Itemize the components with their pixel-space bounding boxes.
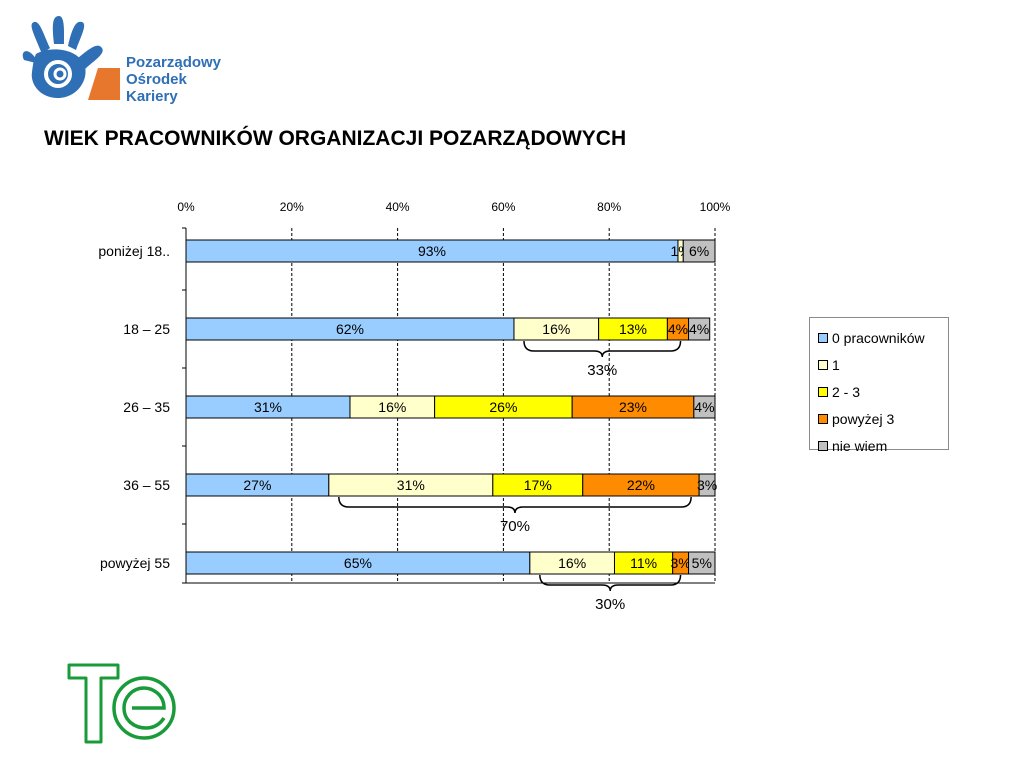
x-tick-label: 0% [177,200,195,214]
annotation-label: 33% [587,362,617,379]
bar-segment [688,551,716,575]
legend-swatch [818,332,828,343]
legend-label: 1 [832,356,840,373]
data-label: 3% [670,555,690,571]
data-label: 22% [627,477,655,493]
annotation-brace [539,574,682,592]
annotation-label: 70% [500,518,530,535]
legend-label: nie wiem [832,437,888,454]
legend-item: 2 - 3 [818,378,948,405]
data-label: 65% [344,555,372,571]
legend-label: 0 pracowników [832,329,925,346]
data-label: 17% [524,477,552,493]
org-logo-line1: Pozarządowy [126,54,222,71]
org-logo-line3: Kariery [126,88,178,105]
data-label: 4% [668,321,688,337]
data-label: 27% [243,477,271,493]
category-label: 18 – 25 [123,321,170,337]
legend-swatch [818,413,828,424]
data-label: 23% [619,399,647,415]
data-label: 11% [630,555,657,571]
annotation-label: 30% [595,596,625,613]
org-logo: Pozarządowy Ośrodek Kariery [22,16,222,105]
legend-label: 2 - 3 [832,383,861,400]
legend-label: powyżej 3 [832,410,895,427]
data-label: 6% [689,243,709,259]
category-label: 36 – 55 [123,477,170,493]
bar-segment [693,395,716,419]
data-label: 3% [697,477,717,493]
data-label: 31% [397,477,425,493]
legend-item: powyżej 3 [818,405,948,432]
page-title: WIEK PRACOWNIKÓW ORGANIZACJI POZARZĄDOWY… [44,127,627,150]
legend-swatch [818,386,828,397]
data-label: 16% [558,555,586,571]
legend-item: 0 pracowników [818,324,948,351]
x-tick-label: 40% [386,200,410,214]
x-tick-label: 60% [491,200,515,214]
x-tick-label: 20% [280,200,304,214]
data-label: 93% [418,243,446,259]
bar-segment [688,317,711,341]
category-label: 26 – 35 [123,399,170,415]
category-label: powyżej 55 [100,555,170,571]
data-label: 4% [694,399,714,415]
legend-item: 1 [818,351,948,378]
hand-icon [22,16,120,100]
annotation-brace [338,496,692,514]
chart-legend: 0 pracowników 1 2 - 3 powyżej 3 nie wiem [809,317,949,454]
category-label: poniżej 18.. [98,243,170,259]
legend-swatch [818,359,828,370]
data-label: 16% [542,321,570,337]
annotation-brace [523,340,682,358]
data-label: 5% [692,555,712,571]
bar-segment [682,239,716,263]
org-logo-line2: Ośrodek [126,71,188,88]
data-label: 13% [619,321,647,337]
data-label: 16% [378,399,406,415]
teo-logo [67,663,176,744]
legend-item: nie wiem [818,432,948,459]
bar-segment [698,473,716,497]
data-label: 62% [336,321,364,337]
data-label: 31% [254,399,282,415]
x-tick-label: 100% [700,200,731,214]
data-label: 26% [489,399,517,415]
x-tick-label: 80% [597,200,621,214]
data-label: 4% [689,321,709,337]
legend-swatch [818,440,828,451]
